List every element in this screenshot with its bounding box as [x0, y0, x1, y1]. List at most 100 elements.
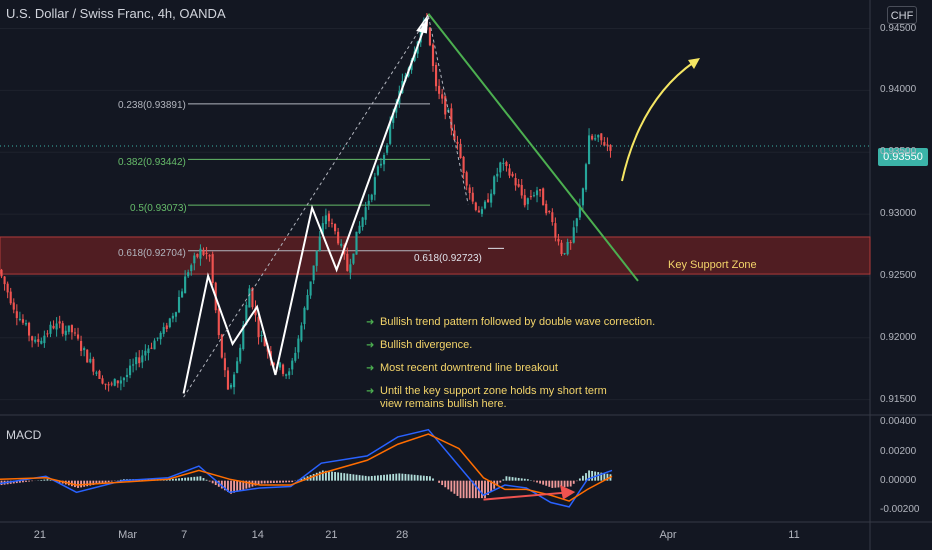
candle-body [125, 374, 129, 378]
candle-body [168, 318, 171, 328]
macd-line [0, 428, 613, 508]
candle-body [364, 207, 367, 220]
fib-label-0382: 0.382(0.93442) [118, 157, 186, 168]
candle-body [132, 364, 135, 366]
analysis-notes: ➜ Bullish trend pattern followed by doubl… [366, 316, 655, 421]
candle-body [263, 337, 266, 347]
projection-arrowhead [688, 58, 700, 69]
candle-body [144, 350, 147, 356]
candle-body [260, 334, 263, 336]
time-tick: Apr [659, 529, 677, 541]
candle-body [12, 302, 15, 310]
candle-body [202, 249, 205, 255]
candle-body [480, 209, 484, 214]
candle-body [37, 339, 40, 342]
candle-body [545, 203, 548, 214]
wave-path [182, 15, 430, 394]
candle-body [73, 332, 77, 334]
candle-body [67, 325, 70, 332]
candle-body [18, 318, 21, 320]
last-price-badge: 0.93550 [878, 148, 928, 166]
fib-label-0238: 0.238(0.93891) [118, 100, 186, 111]
candle-body [135, 357, 138, 365]
candle-body [434, 64, 438, 87]
candle-body [428, 27, 432, 46]
candle-body [180, 291, 184, 298]
time-tick: 14 [251, 529, 264, 541]
candle-body [153, 340, 156, 350]
candle-body [116, 380, 119, 384]
candle-body [159, 332, 162, 340]
candle-body [70, 325, 73, 333]
candle-body [349, 264, 352, 273]
candle-body [64, 330, 67, 336]
candle-body [486, 199, 490, 203]
candle-body [337, 231, 340, 244]
candle-body [119, 380, 122, 384]
candle-body [572, 227, 575, 243]
candle-body [327, 213, 331, 222]
candle-body [315, 250, 318, 266]
candle-body [239, 347, 242, 362]
time-tick: Mar [118, 529, 138, 541]
candle-body [532, 195, 536, 197]
wave-arrowhead [416, 13, 429, 34]
candle-body [171, 315, 174, 319]
candle-body [520, 184, 523, 196]
macd-tick: 0.00400 [880, 416, 917, 428]
price-tick: 0.93000 [880, 208, 917, 220]
candle-body [184, 276, 187, 294]
candle-body [291, 360, 294, 370]
candle-body [395, 105, 398, 113]
fib-label-0618-second: 0.618(0.92723) [414, 253, 482, 264]
candle-body [174, 312, 178, 317]
candle-body [462, 156, 465, 174]
candle-body [566, 241, 569, 255]
candle-body [587, 135, 591, 165]
candle-body [465, 172, 468, 186]
candle-body [303, 307, 306, 325]
candle-body [300, 325, 303, 341]
candle-body [490, 193, 493, 203]
candle-body [493, 176, 496, 194]
candle-body [46, 333, 49, 335]
projection-arrow [621, 61, 695, 182]
candle-body [278, 362, 282, 368]
candle-body [542, 188, 545, 206]
candle-body [196, 253, 199, 257]
candle-body [324, 215, 327, 225]
candle-body [156, 337, 159, 339]
support-zone-label: Key Support Zone [668, 259, 757, 271]
candle-body [86, 349, 89, 363]
candle-body [431, 44, 435, 66]
candle-body [27, 322, 31, 336]
note-item: ➜ Until the key support zone holds my sho… [366, 385, 607, 410]
candle-body [321, 223, 324, 235]
bullet-icon: ➜ [366, 386, 375, 397]
fib-label-05: 0.5(0.93073) [130, 203, 187, 214]
candle-body [187, 272, 190, 277]
bullet-icon: ➜ [366, 363, 375, 374]
downtrend-line [427, 13, 639, 282]
candle-body [330, 222, 334, 224]
macd-pane [0, 428, 613, 508]
note-item: ➜ Most recent downtrend line breakout [366, 362, 558, 374]
price-tick: 0.92000 [880, 331, 917, 343]
currency-badge[interactable]: CHF [887, 6, 917, 24]
candle-body [104, 383, 107, 385]
candle-body [150, 347, 153, 349]
candle-body [386, 145, 389, 153]
candle-body [609, 144, 612, 151]
price-tick: 0.93500 [880, 146, 917, 158]
divergence-arrowhead [559, 485, 576, 500]
candle-body [229, 384, 233, 388]
candle-body [98, 370, 101, 379]
candle-body [9, 291, 12, 304]
candle-body [162, 327, 165, 334]
candle-body [257, 316, 260, 338]
candle-body [251, 287, 254, 308]
candle-body [569, 242, 572, 244]
candle-body [190, 265, 193, 272]
